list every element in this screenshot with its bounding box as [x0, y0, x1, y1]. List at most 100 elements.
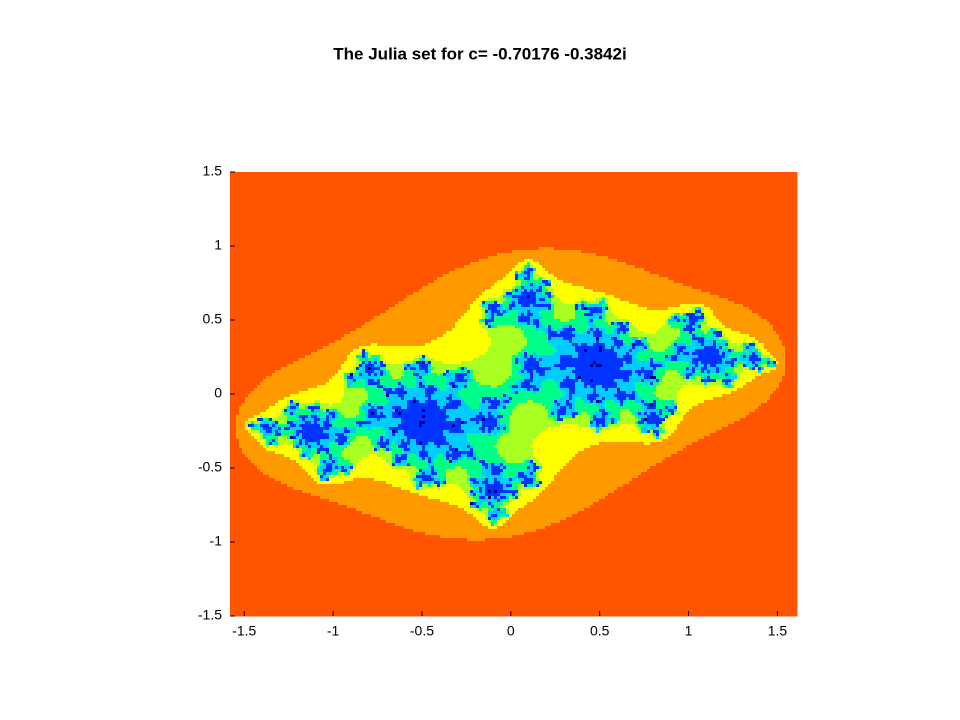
- fractal-cell: [707, 316, 717, 320]
- fractal-cell: [512, 250, 582, 254]
- fractal-cell: [386, 448, 390, 452]
- fractal-cell: [653, 367, 657, 371]
- fractal-cell: [230, 496, 321, 500]
- fractal-cell: [461, 361, 513, 365]
- fractal-cell: [767, 361, 771, 365]
- fractal-cell: [500, 496, 507, 500]
- fractal-cell: [644, 409, 660, 413]
- fractal-cell: [332, 466, 336, 470]
- fractal-cell: [746, 346, 750, 350]
- fractal-cell: [521, 313, 525, 317]
- fractal-cell: [398, 301, 474, 305]
- fractal-cell: [230, 187, 798, 191]
- fractal-cell: [278, 430, 282, 434]
- fractal-cell: [665, 349, 675, 353]
- fractal-cell: [518, 403, 543, 407]
- fractal-cell: [716, 379, 723, 383]
- fractal-cell: [281, 481, 318, 485]
- fractal-cell: [707, 331, 714, 335]
- fractal-cell: [398, 424, 420, 428]
- fractal-cell: [230, 445, 240, 449]
- fractal-cell: [617, 352, 627, 356]
- fractal-cell: [332, 457, 339, 461]
- fractal-cell: [230, 241, 798, 245]
- fractal-cell: [386, 439, 390, 443]
- fractal-cell: [665, 415, 669, 419]
- fractal-cell: [383, 406, 393, 410]
- fractal-cell: [491, 472, 501, 476]
- fractal-cell: [299, 457, 309, 461]
- fractal-cell: [335, 412, 339, 416]
- fractal-cell: [347, 379, 354, 383]
- fractal-cell: [539, 493, 609, 497]
- fractal-cell: [248, 430, 252, 434]
- fractal-cell: [425, 415, 450, 419]
- fractal-cell: [704, 307, 711, 311]
- fractal-cell: [377, 445, 381, 449]
- fractal-cell: [239, 439, 258, 443]
- fractal-cell: [722, 361, 726, 365]
- fractal-cell: [635, 400, 642, 404]
- fractal-cell: [425, 400, 438, 404]
- fractal-cell: [452, 457, 459, 461]
- fractal-cell: [374, 361, 378, 365]
- fractal-cell: [629, 322, 633, 326]
- fractal-cell: [491, 403, 501, 407]
- fractal-cell: [416, 487, 420, 491]
- fractal-cell: [701, 310, 705, 314]
- fractal-cell: [755, 343, 759, 347]
- fractal-cell: [572, 340, 597, 344]
- fractal-cell: [509, 487, 519, 491]
- fractal-cell: [269, 442, 273, 446]
- fractal-cell: [518, 271, 522, 275]
- fractal-cell: [713, 343, 717, 347]
- fractal-cell: [557, 415, 561, 419]
- fractal-cell: [491, 490, 495, 494]
- fractal-cell: [368, 403, 372, 407]
- fractal-cell: [383, 439, 387, 443]
- fractal-cell: [605, 403, 621, 407]
- y-tick-label: 1: [214, 237, 222, 253]
- fractal-cell: [527, 274, 531, 278]
- fractal-cell: [371, 403, 375, 407]
- fractal-cell: [671, 325, 684, 329]
- fractal-cell: [671, 355, 678, 359]
- fractal-cell: [677, 355, 699, 359]
- fractal-cell: [692, 340, 699, 344]
- fractal-cell: [638, 352, 675, 356]
- fractal-cell: [479, 508, 483, 512]
- fractal-cell: [491, 325, 495, 329]
- fractal-cell: [689, 376, 696, 380]
- fractal-cell: [593, 322, 609, 326]
- fractal-cell: [260, 469, 306, 473]
- fractal-cell: [287, 403, 291, 407]
- fractal-cell: [539, 328, 543, 332]
- fractal-cell: [665, 430, 675, 434]
- fractal-cell: [536, 298, 540, 302]
- fractal-cell: [230, 457, 249, 461]
- fractal-cell: [419, 385, 426, 389]
- fractal-cell: [407, 463, 411, 467]
- fractal-cell: [230, 331, 351, 335]
- fractal-cell: [755, 337, 780, 341]
- fractal-cell: [677, 352, 681, 356]
- fractal-cell: [608, 415, 621, 419]
- fractal-cell: [653, 400, 657, 404]
- fractal-cell: [467, 538, 486, 542]
- fractal-cell: [347, 439, 354, 443]
- fractal-cell: [299, 418, 303, 422]
- fractal-cell: [494, 433, 498, 437]
- fractal-cell: [587, 319, 591, 323]
- fractal-cell: [353, 376, 381, 380]
- fractal-cell: [257, 418, 264, 422]
- fractal-cell: [413, 478, 423, 482]
- fractal-cell: [344, 430, 351, 434]
- fractal-cell: [773, 325, 798, 329]
- fractal-cell: [686, 313, 696, 317]
- fractal-cell: [563, 280, 675, 284]
- fractal-cell: [512, 493, 516, 497]
- fractal-cell: [557, 400, 567, 404]
- fractal-cell: [551, 343, 573, 347]
- fractal-cell: [452, 451, 474, 455]
- fractal-cell: [629, 328, 639, 332]
